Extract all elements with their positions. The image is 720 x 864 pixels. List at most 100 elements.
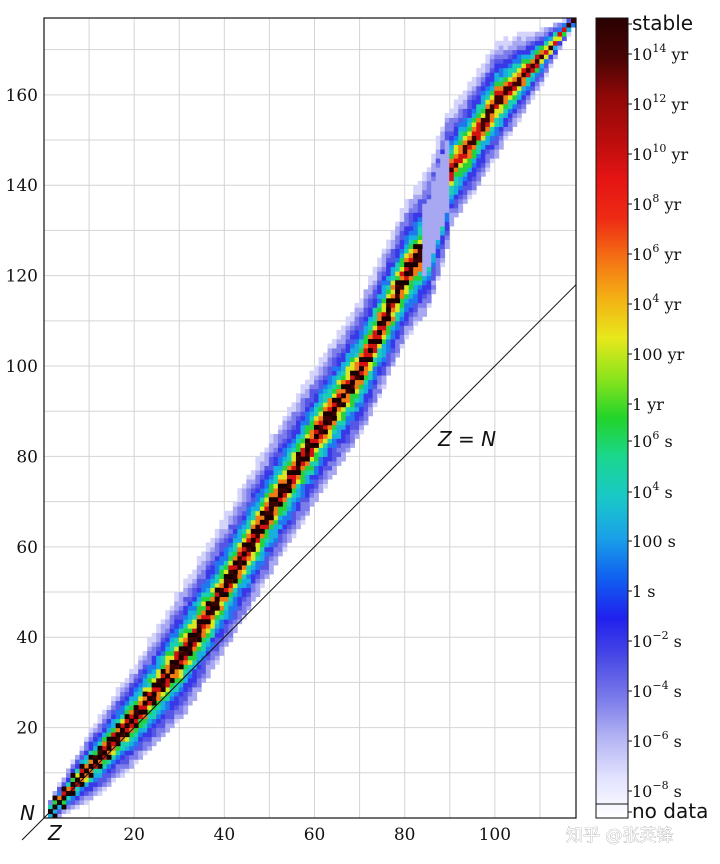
nuclide-cell bbox=[120, 772, 126, 778]
nuclide-cell bbox=[291, 433, 297, 439]
nuclide-cell bbox=[250, 515, 256, 521]
nuclide-cell bbox=[142, 705, 148, 711]
nuclide-cell bbox=[178, 709, 184, 715]
nuclide-cell bbox=[539, 81, 545, 87]
nuclide-cell bbox=[417, 257, 423, 263]
nuclide-cell bbox=[169, 705, 175, 711]
nuclide-cell bbox=[156, 727, 162, 733]
nuclide-cell bbox=[395, 325, 401, 331]
nuclide-cell bbox=[169, 714, 175, 720]
nuclide-cell bbox=[327, 452, 333, 457]
nuclide-cell bbox=[277, 429, 283, 435]
nuclide-cell bbox=[417, 189, 423, 195]
nuclide-cell bbox=[156, 736, 162, 742]
nuclide-cell bbox=[295, 456, 301, 462]
nuclide-cell bbox=[273, 524, 279, 530]
nuclide-cell bbox=[467, 185, 473, 191]
nuclide-cell bbox=[503, 81, 509, 87]
nuclide-cell bbox=[48, 813, 53, 818]
nuclide-cell bbox=[115, 772, 121, 778]
nuclide-cell bbox=[449, 194, 455, 200]
nuclide-cell bbox=[295, 393, 301, 399]
nuclide-cell bbox=[363, 325, 369, 331]
nuclide-cell bbox=[426, 198, 432, 204]
nuclide-cell bbox=[174, 641, 180, 647]
nuclide-cell bbox=[372, 275, 378, 281]
nuclide-cell bbox=[228, 537, 234, 543]
nuclide-cell bbox=[268, 556, 274, 561]
stable-nuclide bbox=[178, 655, 184, 661]
nuclide-cell bbox=[165, 623, 171, 629]
nuclide-cell bbox=[377, 357, 382, 363]
nuclide-cell bbox=[165, 659, 171, 665]
nuclide-cell bbox=[332, 379, 337, 385]
nuclide-cell bbox=[115, 691, 121, 697]
nuclide-cell bbox=[323, 352, 328, 358]
nuclide-cell bbox=[151, 632, 157, 638]
nuclide-cell bbox=[165, 723, 171, 729]
nuclide-cell bbox=[417, 271, 423, 277]
nuclide-cell bbox=[295, 501, 301, 507]
nuclide-cell bbox=[480, 171, 486, 177]
nuclide-cell bbox=[381, 370, 387, 376]
nuclide-cell bbox=[102, 759, 107, 765]
nuclide-cell bbox=[151, 718, 157, 724]
nuclide-cell bbox=[237, 537, 243, 543]
nuclide-cell bbox=[363, 384, 369, 390]
nuclide-cell bbox=[183, 705, 189, 711]
nuclide-cell bbox=[300, 443, 306, 448]
nuclide-cell bbox=[169, 700, 175, 706]
nuclide-cell bbox=[422, 280, 428, 286]
nuclide-cell bbox=[219, 610, 225, 616]
nuclide-cell bbox=[435, 271, 441, 277]
nuclide-cell bbox=[327, 465, 333, 471]
nuclide-cell bbox=[350, 402, 355, 408]
nuclide-cell bbox=[336, 343, 342, 349]
nuclide-cell bbox=[183, 583, 189, 588]
stable-nuclide bbox=[106, 754, 112, 760]
nuclide-cell bbox=[417, 235, 423, 240]
nuclide-cell bbox=[178, 596, 184, 602]
stable-nuclide bbox=[97, 754, 103, 760]
nuclide-cell bbox=[323, 361, 328, 367]
y-tick-label: 80 bbox=[16, 447, 38, 467]
nuclide-cell bbox=[124, 705, 130, 711]
nuclide-cell bbox=[291, 515, 297, 521]
nuclide-cell bbox=[426, 266, 432, 272]
nuclide-cell bbox=[314, 397, 319, 403]
stable-nuclide bbox=[359, 366, 364, 372]
nuclide-cell bbox=[521, 40, 527, 46]
nuclide-cell bbox=[435, 257, 441, 263]
nuclide-cell bbox=[111, 741, 116, 747]
nuclide-cell bbox=[93, 781, 98, 787]
nuclide-cell bbox=[444, 162, 450, 168]
nuclide-cell bbox=[250, 596, 256, 602]
nuclide-cell bbox=[259, 497, 265, 503]
nuclide-cell bbox=[521, 67, 527, 73]
nuclide-cell bbox=[84, 800, 89, 805]
nuclide-cell bbox=[115, 687, 121, 692]
nuclide-cell bbox=[314, 470, 319, 475]
nuclide-cell bbox=[431, 262, 437, 268]
nuclide-cell bbox=[453, 99, 459, 105]
nuclide-cell bbox=[494, 85, 500, 91]
nuclide-cell bbox=[323, 447, 328, 453]
nuclide-cell bbox=[435, 167, 441, 173]
nuclide-cell bbox=[395, 235, 401, 240]
nuclide-cell bbox=[422, 311, 428, 317]
nuclide-cell bbox=[381, 262, 387, 268]
stable-nuclide bbox=[93, 759, 98, 765]
stable-nuclide bbox=[169, 659, 175, 665]
nuclide-cell bbox=[489, 104, 495, 109]
nuclide-cell bbox=[255, 470, 261, 475]
nuclide-cell bbox=[471, 122, 477, 127]
nuclide-cell bbox=[435, 180, 441, 186]
nuclide-cell bbox=[160, 637, 166, 643]
nuclide-cell bbox=[246, 583, 252, 588]
nuclide-cell bbox=[255, 560, 261, 566]
nuclide-cell bbox=[75, 791, 80, 796]
nuclide-cell bbox=[232, 601, 238, 607]
nuclide-cell bbox=[187, 646, 193, 652]
stable-nuclide bbox=[61, 804, 67, 810]
nuclide-cell bbox=[255, 533, 261, 539]
